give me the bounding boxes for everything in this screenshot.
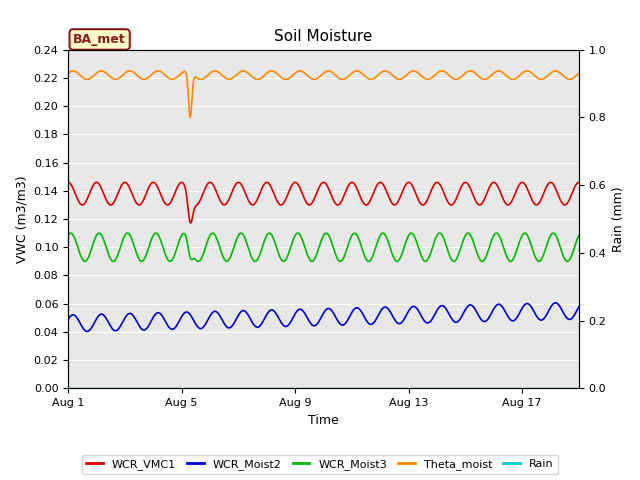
WCR_Moist2 bbox=[83, 328, 91, 334]
WCR_Moist3 bbox=[237, 230, 245, 236]
Rain bbox=[575, 385, 583, 391]
Rain bbox=[354, 385, 362, 391]
Theta_moist bbox=[83, 76, 90, 82]
WCR_Moist3 bbox=[355, 236, 363, 242]
Line: WCR_Moist2: WCR_Moist2 bbox=[68, 303, 579, 331]
WCR_Moist2 bbox=[64, 316, 72, 322]
Text: BA_met: BA_met bbox=[73, 33, 126, 46]
WCR_VMC1 bbox=[355, 189, 362, 194]
WCR_Moist3 bbox=[478, 258, 486, 264]
Theta_moist bbox=[185, 103, 193, 108]
WCR_Moist3 bbox=[184, 246, 192, 252]
WCR_Moist3 bbox=[83, 258, 90, 264]
WCR_Moist3 bbox=[195, 259, 202, 264]
Theta_moist bbox=[154, 68, 162, 74]
Rain bbox=[477, 385, 484, 391]
WCR_Moist2 bbox=[185, 310, 193, 316]
WCR_Moist3 bbox=[64, 232, 72, 238]
Rain bbox=[250, 385, 258, 391]
Y-axis label: VWC (m3/m3): VWC (m3/m3) bbox=[15, 175, 28, 263]
WCR_Moist3 bbox=[252, 258, 259, 264]
Line: Theta_moist: Theta_moist bbox=[68, 71, 579, 117]
WCR_Moist3 bbox=[575, 232, 583, 238]
Line: WCR_VMC1: WCR_VMC1 bbox=[68, 182, 579, 223]
Theta_moist bbox=[252, 76, 259, 82]
X-axis label: Time: Time bbox=[308, 414, 339, 427]
WCR_Moist2 bbox=[355, 305, 362, 311]
Rain bbox=[64, 385, 72, 391]
Theta_moist bbox=[64, 70, 72, 76]
WCR_VMC1 bbox=[83, 198, 90, 204]
Line: WCR_Moist3: WCR_Moist3 bbox=[68, 233, 579, 262]
WCR_VMC1 bbox=[575, 180, 583, 185]
WCR_Moist2 bbox=[552, 300, 559, 306]
WCR_Moist3 bbox=[278, 258, 286, 264]
Theta_moist bbox=[478, 76, 486, 82]
WCR_VMC1 bbox=[64, 180, 72, 185]
Rain bbox=[83, 385, 90, 391]
Title: Soil Moisture: Soil Moisture bbox=[275, 29, 372, 44]
WCR_VMC1 bbox=[278, 202, 285, 208]
WCR_VMC1 bbox=[184, 208, 192, 214]
Rain bbox=[277, 385, 285, 391]
Legend: WCR_VMC1, WCR_Moist2, WCR_Moist3, Theta_moist, Rain: WCR_VMC1, WCR_Moist2, WCR_Moist3, Theta_… bbox=[82, 455, 558, 474]
WCR_VMC1 bbox=[477, 201, 485, 207]
Rain bbox=[184, 385, 192, 391]
WCR_VMC1 bbox=[251, 201, 259, 207]
WCR_Moist2 bbox=[251, 323, 259, 328]
Theta_moist bbox=[278, 75, 286, 81]
Theta_moist bbox=[186, 114, 194, 120]
WCR_Moist2 bbox=[278, 321, 285, 326]
Theta_moist bbox=[575, 70, 583, 76]
Y-axis label: Rain (mm): Rain (mm) bbox=[612, 186, 625, 252]
Theta_moist bbox=[355, 69, 363, 74]
WCR_Moist2 bbox=[83, 328, 90, 334]
WCR_Moist2 bbox=[477, 317, 485, 323]
WCR_VMC1 bbox=[187, 220, 195, 226]
WCR_Moist2 bbox=[575, 304, 583, 310]
